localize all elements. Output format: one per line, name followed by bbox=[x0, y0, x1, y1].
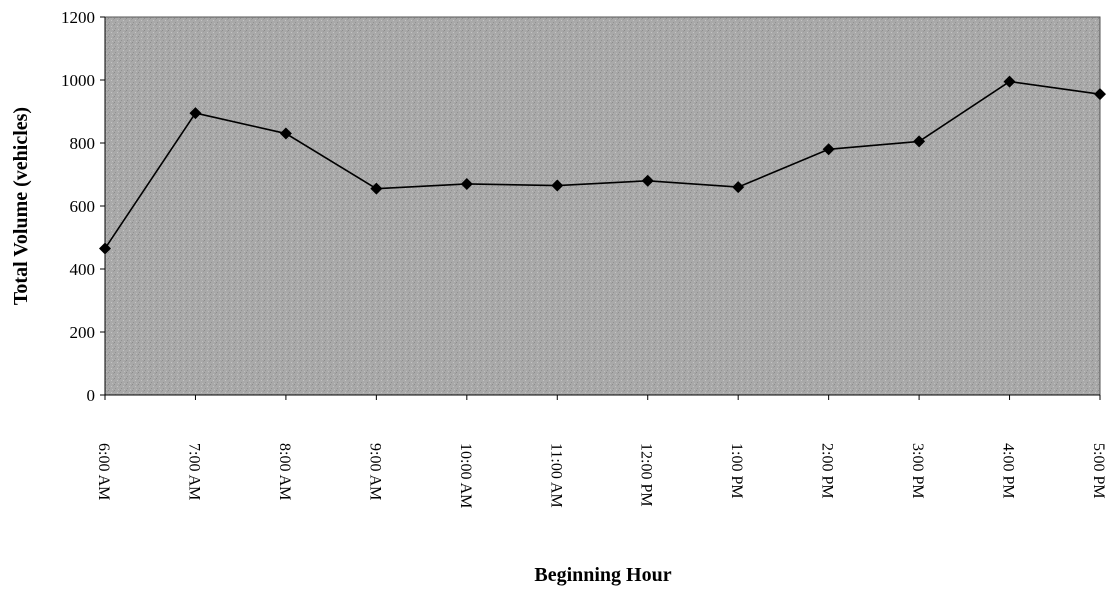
x-axis-title: Beginning Hour bbox=[534, 564, 671, 586]
data-point-marker bbox=[279, 127, 292, 140]
y-tick-label: 400 bbox=[70, 260, 96, 279]
data-point-marker bbox=[189, 107, 202, 120]
x-tick-label: 5:00 PM bbox=[1090, 443, 1107, 499]
data-point-marker bbox=[641, 174, 654, 187]
x-tick-label: 1:00 PM bbox=[728, 443, 745, 499]
data-point-marker bbox=[370, 182, 383, 195]
y-tick-label: 600 bbox=[70, 197, 96, 216]
x-tick-label: 7:00 AM bbox=[185, 443, 202, 500]
x-tick-label: 4:00 PM bbox=[1000, 443, 1017, 499]
x-tick-label: 2:00 PM bbox=[819, 443, 836, 499]
plot-area bbox=[104, 16, 1101, 396]
x-tick-label: 8:00 AM bbox=[276, 443, 293, 500]
y-tick-label: 0 bbox=[87, 386, 96, 405]
data-point-marker bbox=[460, 177, 473, 190]
data-point-marker bbox=[822, 143, 835, 156]
y-tick-label: 1200 bbox=[61, 8, 95, 27]
y-tick-label: 800 bbox=[70, 134, 96, 153]
x-tick-label: 3:00 PM bbox=[909, 443, 926, 499]
y-tick-label: 200 bbox=[70, 323, 96, 342]
data-point-marker bbox=[99, 242, 111, 255]
data-point-marker bbox=[913, 135, 926, 148]
data-point-marker bbox=[551, 179, 564, 192]
x-tick-label: 12:00 PM bbox=[638, 443, 655, 507]
x-tick-label: 6:00 AM bbox=[95, 443, 112, 500]
data-point-marker bbox=[1003, 75, 1016, 88]
x-tick-label: 10:00 AM bbox=[457, 443, 474, 508]
x-tick-label: 9:00 AM bbox=[366, 443, 383, 500]
y-tick-label: 1000 bbox=[61, 71, 95, 90]
data-point-marker bbox=[732, 181, 745, 194]
y-axis-title: Total Volume (vehicles) bbox=[10, 107, 32, 305]
x-tick-label: 11:00 AM bbox=[547, 443, 564, 508]
data-point-marker bbox=[1094, 88, 1106, 101]
series-line bbox=[104, 80, 1101, 249]
